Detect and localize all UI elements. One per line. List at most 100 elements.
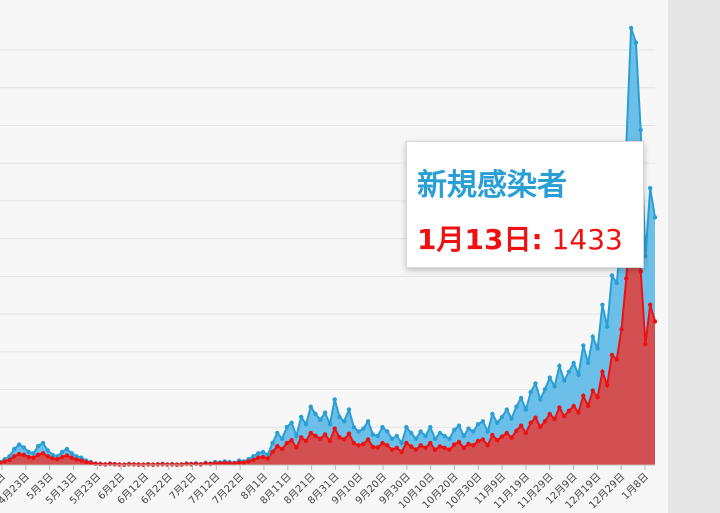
data-point bbox=[131, 462, 137, 467]
data-point bbox=[399, 449, 404, 455]
data-point bbox=[471, 429, 476, 434]
data-point bbox=[346, 407, 352, 412]
data-point bbox=[619, 327, 624, 332]
data-point bbox=[7, 454, 12, 459]
data-point bbox=[480, 419, 486, 424]
area-chart[interactable]: 4月13日4月23日5月3日5月13日5月23日6月2日6月12日6月22日7月… bbox=[0, 0, 668, 513]
data-point bbox=[279, 436, 285, 441]
data-point bbox=[581, 343, 586, 348]
data-point bbox=[217, 461, 223, 466]
data-point bbox=[428, 440, 433, 446]
series-area-1 bbox=[0, 211, 655, 465]
data-point bbox=[456, 439, 462, 445]
data-point bbox=[26, 449, 31, 455]
data-point bbox=[533, 415, 538, 420]
data-point bbox=[480, 437, 486, 442]
data-point bbox=[265, 452, 270, 457]
data-point bbox=[466, 426, 471, 431]
data-point bbox=[246, 459, 251, 464]
data-point bbox=[485, 443, 490, 448]
data-point bbox=[380, 424, 385, 430]
scrollbar-track[interactable] bbox=[668, 0, 720, 513]
data-point bbox=[418, 443, 423, 448]
data-point bbox=[256, 451, 261, 456]
data-point bbox=[265, 456, 270, 461]
data-point bbox=[590, 388, 595, 393]
data-point bbox=[509, 435, 514, 440]
data-point bbox=[26, 454, 31, 460]
data-point bbox=[55, 457, 60, 462]
data-point bbox=[289, 420, 294, 425]
data-point bbox=[332, 426, 337, 431]
data-point bbox=[404, 424, 409, 430]
data-point bbox=[471, 443, 476, 448]
data-point bbox=[475, 422, 481, 427]
data-point bbox=[284, 440, 290, 446]
data-point bbox=[523, 430, 529, 436]
data-point bbox=[342, 437, 347, 442]
data-point bbox=[227, 461, 232, 466]
data-point bbox=[74, 454, 79, 459]
data-point bbox=[318, 436, 323, 441]
data-point bbox=[628, 25, 634, 31]
data-point bbox=[562, 414, 567, 419]
data-point bbox=[212, 461, 218, 466]
data-point bbox=[270, 440, 275, 446]
data-point bbox=[576, 410, 581, 415]
data-point bbox=[322, 410, 328, 415]
data-point bbox=[50, 456, 55, 461]
data-point bbox=[447, 447, 452, 452]
data-point bbox=[169, 462, 175, 467]
data-point bbox=[346, 431, 352, 436]
data-point bbox=[447, 436, 452, 441]
data-point bbox=[21, 452, 27, 457]
data-point bbox=[322, 432, 328, 437]
data-point bbox=[64, 453, 70, 458]
data-point bbox=[12, 446, 17, 452]
data-point bbox=[79, 458, 84, 463]
data-point bbox=[542, 387, 548, 392]
data-point bbox=[576, 372, 581, 377]
data-point bbox=[332, 397, 337, 402]
data-point bbox=[562, 378, 567, 383]
data-point bbox=[614, 357, 619, 362]
data-point bbox=[394, 433, 399, 439]
data-point bbox=[585, 360, 591, 366]
data-point bbox=[538, 424, 543, 429]
data-point bbox=[45, 448, 50, 453]
data-point bbox=[552, 384, 557, 389]
data-point bbox=[241, 460, 246, 465]
data-point bbox=[490, 411, 495, 417]
data-point bbox=[452, 442, 457, 447]
data-point bbox=[609, 352, 615, 358]
data-point bbox=[475, 438, 481, 444]
data-point bbox=[552, 416, 557, 422]
tooltip-series-name: 新規感染者 bbox=[417, 168, 567, 203]
data-point bbox=[547, 411, 552, 417]
data-point bbox=[313, 411, 318, 417]
data-point bbox=[375, 433, 380, 439]
data-point bbox=[16, 442, 22, 447]
tooltip: 新規感染者 1月13日: 1433 bbox=[406, 141, 644, 268]
data-point bbox=[365, 419, 371, 424]
data-point bbox=[557, 363, 562, 369]
data-point bbox=[437, 444, 443, 449]
data-point bbox=[208, 461, 213, 467]
data-point bbox=[260, 449, 266, 455]
data-point bbox=[356, 429, 361, 434]
data-point bbox=[337, 414, 342, 420]
data-point bbox=[370, 444, 376, 449]
data-point bbox=[652, 319, 658, 324]
data-point bbox=[490, 432, 495, 438]
data-point bbox=[566, 369, 572, 374]
data-point bbox=[413, 447, 419, 452]
data-point bbox=[184, 461, 189, 467]
data-point bbox=[275, 430, 280, 436]
data-point bbox=[466, 441, 471, 447]
series-points bbox=[0, 25, 658, 467]
data-point bbox=[284, 424, 290, 430]
data-point bbox=[614, 280, 619, 286]
data-point bbox=[495, 420, 500, 425]
data-point bbox=[571, 360, 576, 366]
data-point bbox=[36, 452, 41, 457]
